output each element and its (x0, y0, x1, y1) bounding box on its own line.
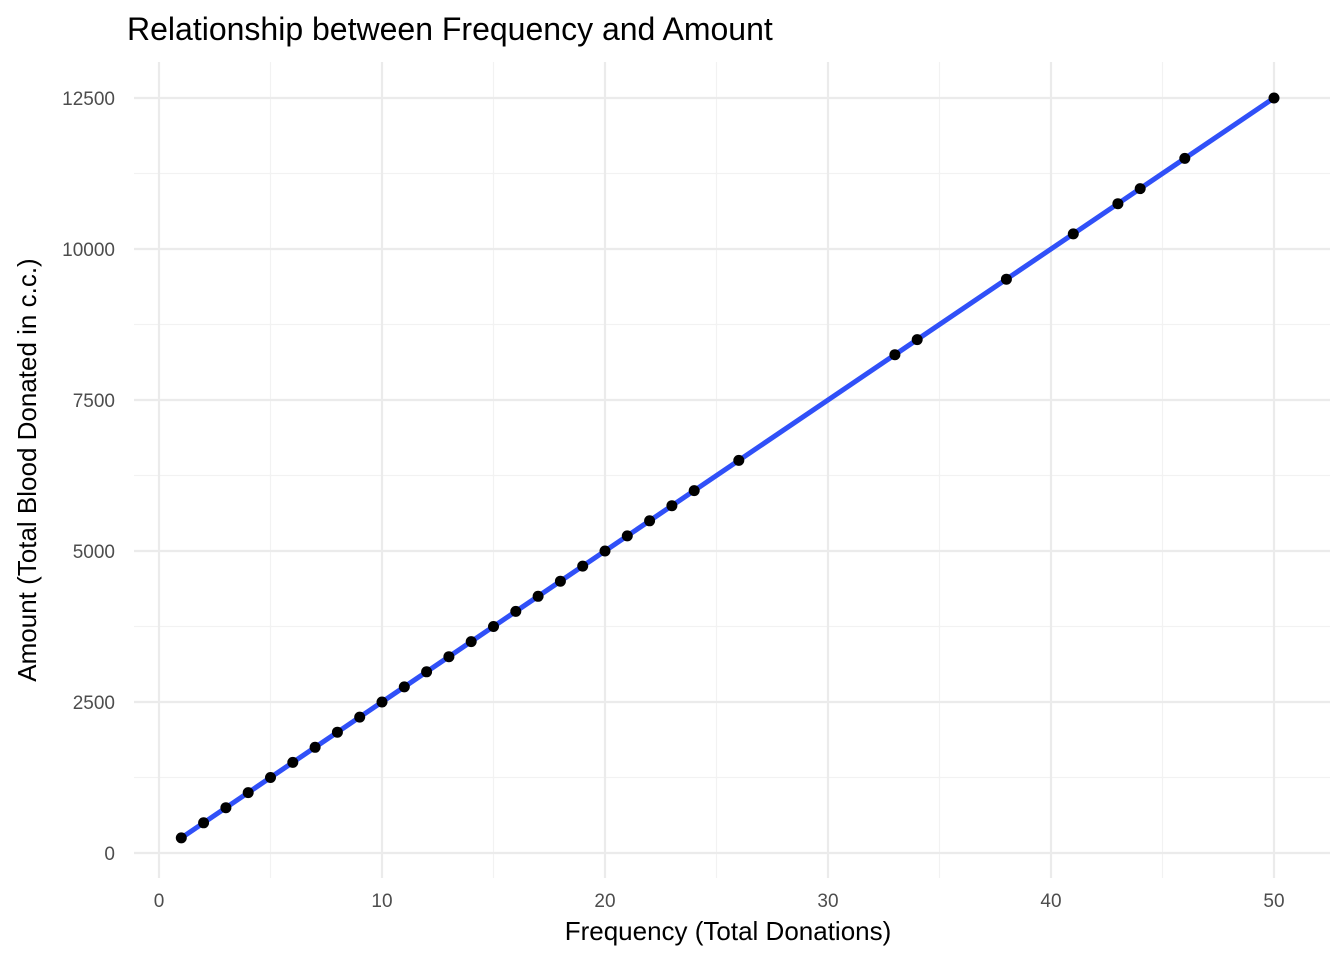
x-tick-label: 20 (594, 891, 615, 912)
y-tick-label: 0 (104, 844, 115, 865)
data-point (889, 349, 901, 361)
data-point (532, 590, 544, 602)
data-point (175, 832, 187, 844)
data-point (443, 651, 455, 663)
data-point (911, 334, 923, 346)
y-tick-label: 7500 (73, 391, 115, 412)
y-tick-label: 12500 (62, 89, 115, 110)
data-point (242, 787, 254, 799)
data-point (1268, 92, 1280, 104)
y-tick-label: 2500 (73, 693, 115, 714)
chart-title: Relationship between Frequency and Amoun… (127, 11, 773, 47)
data-point (1112, 198, 1124, 210)
data-point (1000, 273, 1012, 285)
x-tick-label: 10 (371, 891, 392, 912)
data-point (666, 500, 678, 512)
y-tick-labels: 0 2500 5000 7500 10000 12500 (62, 89, 115, 865)
data-point (733, 454, 745, 466)
trend-line (179, 95, 1276, 840)
data-point (599, 545, 611, 557)
x-tick-labels: 0 10 20 30 40 50 (154, 891, 1285, 912)
x-tick-label: 30 (817, 891, 838, 912)
data-point (644, 515, 656, 527)
x-tick-label: 50 (1263, 891, 1284, 912)
data-point (510, 605, 522, 617)
y-tick-label: 10000 (62, 240, 115, 261)
x-axis-label: Frequency (Total Donations) (565, 916, 892, 946)
minor-gridlines (134, 62, 1330, 878)
data-point (376, 696, 388, 708)
y-tick-label: 5000 (73, 542, 115, 563)
data-point (331, 726, 343, 738)
data-point (488, 621, 499, 632)
data-point (1134, 183, 1146, 195)
major-gridlines (134, 62, 1330, 878)
data-point (1179, 152, 1191, 164)
data-point (577, 560, 589, 572)
data-point (621, 530, 633, 542)
data-point (198, 817, 210, 829)
y-axis-label: Amount (Total Blood Donated in c.c.) (12, 258, 42, 681)
x-tick-label: 0 (154, 891, 165, 912)
data-point (554, 575, 566, 587)
data-point (398, 681, 410, 693)
data-point (465, 636, 477, 648)
data-point (688, 485, 700, 497)
data-point (309, 741, 321, 753)
data-point (421, 666, 433, 678)
data-point (220, 802, 232, 814)
data-point (1067, 228, 1079, 240)
x-tick-label: 40 (1040, 891, 1061, 912)
data-point (354, 711, 366, 723)
data-point (265, 772, 276, 783)
data-point (287, 756, 299, 768)
trend-line-group (179, 95, 1276, 840)
data-points (175, 92, 1280, 844)
